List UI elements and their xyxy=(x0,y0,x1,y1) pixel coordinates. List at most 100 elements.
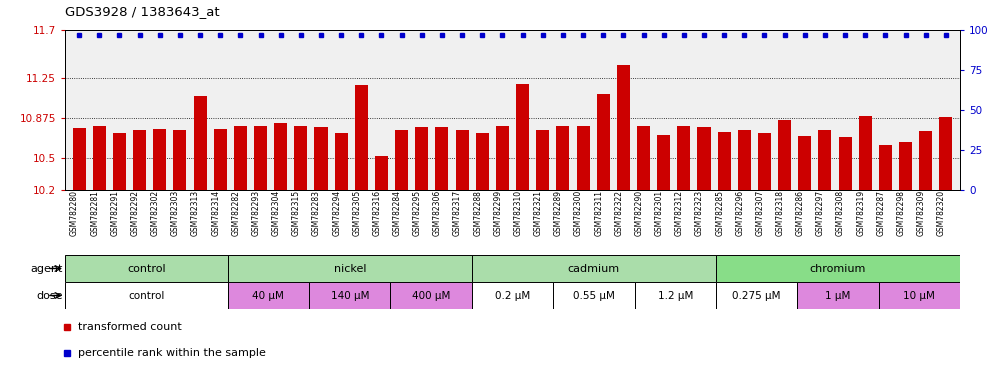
Text: GSM782296: GSM782296 xyxy=(735,190,744,236)
Text: GSM782292: GSM782292 xyxy=(130,190,139,236)
Bar xyxy=(472,255,716,282)
Text: GSM782285: GSM782285 xyxy=(715,190,724,236)
Bar xyxy=(193,96,206,190)
Bar xyxy=(919,131,932,190)
Bar xyxy=(778,119,791,190)
Bar xyxy=(577,126,590,190)
Text: GSM782311: GSM782311 xyxy=(595,190,604,236)
Text: GSM782299: GSM782299 xyxy=(493,190,502,236)
Bar xyxy=(557,126,570,190)
Text: GSM782309: GSM782309 xyxy=(916,190,925,236)
Bar xyxy=(516,84,529,190)
Bar xyxy=(657,134,670,190)
Text: 1.2 μM: 1.2 μM xyxy=(657,291,693,301)
Text: GSM782306: GSM782306 xyxy=(433,190,442,236)
Text: nickel: nickel xyxy=(334,263,366,273)
Bar xyxy=(214,129,227,190)
Bar xyxy=(738,130,751,190)
Bar xyxy=(597,94,610,190)
Text: GSM782314: GSM782314 xyxy=(211,190,220,236)
Text: GDS3928 / 1383643_at: GDS3928 / 1383643_at xyxy=(65,5,220,18)
Text: percentile rank within the sample: percentile rank within the sample xyxy=(79,348,266,358)
Bar xyxy=(65,282,228,309)
Text: GSM782322: GSM782322 xyxy=(615,190,623,236)
Text: GSM782310: GSM782310 xyxy=(514,190,523,236)
Text: GSM782319: GSM782319 xyxy=(857,190,866,236)
Bar xyxy=(93,126,106,190)
Bar xyxy=(65,255,228,282)
Text: GSM782321: GSM782321 xyxy=(534,190,543,236)
Text: 10 μM: 10 μM xyxy=(903,291,935,301)
Bar xyxy=(374,156,388,190)
Bar xyxy=(228,282,309,309)
Text: GSM782316: GSM782316 xyxy=(373,190,381,236)
Text: GSM782303: GSM782303 xyxy=(171,190,180,236)
Text: GSM782302: GSM782302 xyxy=(150,190,159,236)
Text: 1 μM: 1 μM xyxy=(826,291,851,301)
Bar xyxy=(73,128,86,190)
Text: GSM782297: GSM782297 xyxy=(816,190,825,236)
Bar xyxy=(228,255,472,282)
Bar xyxy=(716,282,797,309)
Bar xyxy=(113,134,125,190)
Text: GSM782282: GSM782282 xyxy=(231,190,240,236)
Text: GSM782318: GSM782318 xyxy=(776,190,785,236)
Bar xyxy=(455,130,469,190)
Text: GSM782287: GSM782287 xyxy=(876,190,885,236)
Text: GSM782307: GSM782307 xyxy=(756,190,765,236)
Bar xyxy=(472,282,553,309)
Bar xyxy=(133,130,146,190)
Bar xyxy=(496,126,509,190)
Bar xyxy=(536,130,549,190)
Bar xyxy=(859,116,872,190)
Text: GSM782301: GSM782301 xyxy=(654,190,663,236)
Text: transformed count: transformed count xyxy=(79,321,182,331)
Bar xyxy=(553,282,634,309)
Bar xyxy=(315,127,328,190)
Text: 0.55 μM: 0.55 μM xyxy=(573,291,615,301)
Bar xyxy=(153,129,166,190)
Bar xyxy=(355,86,368,190)
Bar xyxy=(234,126,247,190)
Text: control: control xyxy=(128,291,164,301)
Text: GSM782305: GSM782305 xyxy=(353,190,362,236)
Text: GSM782315: GSM782315 xyxy=(292,190,301,236)
Text: GSM782281: GSM782281 xyxy=(91,190,100,236)
Bar xyxy=(677,126,690,190)
Text: GSM782313: GSM782313 xyxy=(191,190,200,236)
Bar xyxy=(758,134,771,190)
Bar xyxy=(939,118,952,190)
Bar xyxy=(798,136,812,190)
Bar xyxy=(274,123,287,190)
Bar xyxy=(435,127,448,190)
Text: GSM782295: GSM782295 xyxy=(412,190,421,236)
Bar xyxy=(878,282,960,309)
Text: GSM782284: GSM782284 xyxy=(392,190,401,236)
Bar xyxy=(819,130,832,190)
Text: chromium: chromium xyxy=(810,263,867,273)
Bar xyxy=(173,130,186,190)
Bar xyxy=(697,127,710,190)
Bar xyxy=(839,137,852,190)
Bar xyxy=(415,127,428,190)
Text: GSM782300: GSM782300 xyxy=(574,190,583,236)
Text: GSM782320: GSM782320 xyxy=(937,190,946,236)
Text: GSM782286: GSM782286 xyxy=(796,190,805,236)
Text: GSM782317: GSM782317 xyxy=(453,190,462,236)
Bar xyxy=(335,134,348,190)
Bar xyxy=(309,282,390,309)
Text: GSM782280: GSM782280 xyxy=(70,190,79,236)
Text: GSM782293: GSM782293 xyxy=(252,190,261,236)
Bar xyxy=(476,134,489,190)
Text: GSM782298: GSM782298 xyxy=(896,190,905,236)
Text: GSM782323: GSM782323 xyxy=(695,190,704,236)
Text: GSM782290: GSM782290 xyxy=(634,190,643,236)
Bar xyxy=(254,126,267,190)
Text: 40 μM: 40 μM xyxy=(252,291,284,301)
Text: agent: agent xyxy=(31,263,63,273)
Bar xyxy=(899,142,912,190)
Text: GSM782294: GSM782294 xyxy=(332,190,342,236)
Bar xyxy=(878,145,892,190)
Text: 400 μM: 400 μM xyxy=(412,291,450,301)
Bar xyxy=(395,130,408,190)
